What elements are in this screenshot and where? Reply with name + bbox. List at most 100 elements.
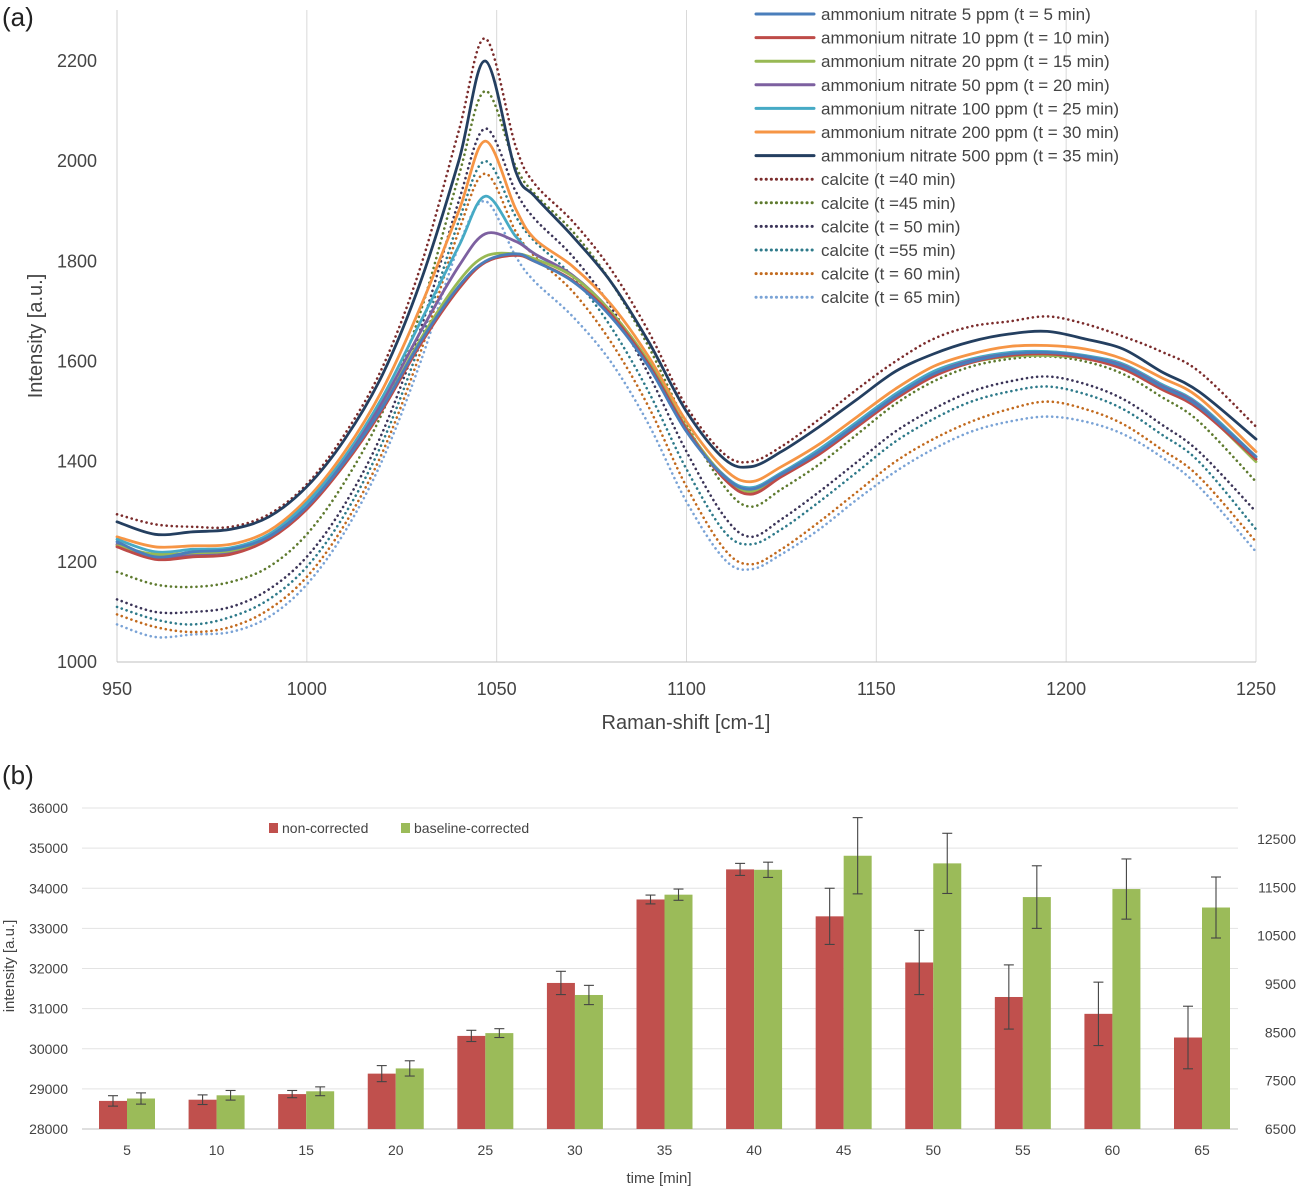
panel-b-x-tick-label: 50 <box>925 1142 941 1158</box>
panel-b-y-axis-title: intensity [a.u.] <box>1 920 18 1013</box>
panel-a-y-tick-label: 1200 <box>57 552 97 572</box>
panel-b-bar-non-corrected <box>457 1035 486 1129</box>
panel-a-legend-label: ammonium nitrate 100 ppm (t = 25 min) <box>821 99 1119 118</box>
panel-b-x-axis-title: time [min] <box>626 1170 691 1187</box>
panel-a-x-tick-label: 1050 <box>477 679 517 699</box>
panel-b-bar-baseline-corrected <box>1112 889 1141 1129</box>
panel-b-error-bars <box>108 817 1221 1107</box>
panel-a-legend-label: calcite (t =55 min) <box>821 241 956 260</box>
panel-b-y-right-tick-label: 12500 <box>1257 831 1296 847</box>
panel-a-y-axis-title: Intensity [a.u.] <box>25 274 47 399</box>
panel-b-y-tick-label: 30000 <box>29 1041 68 1057</box>
panel-b-bar-non-corrected <box>636 899 665 1129</box>
panel-a-tick-labels: 950 1000 1050 1100 1150 1200 12501000120014001… <box>57 51 1276 699</box>
panel-a-y-tick-label: 1400 <box>57 452 97 472</box>
panel-a-x-tick-label: 1250 <box>1236 679 1276 699</box>
panel-a-legend-label: ammonium nitrate 10 ppm (t = 10 min) <box>821 29 1110 48</box>
panel-a-x-tick-label: 950 <box>102 679 132 699</box>
panel-b-y-tick-label: 34000 <box>29 880 68 896</box>
panel-a-gridlines <box>116 10 1257 663</box>
panel-b-bar-baseline-corrected <box>843 855 872 1129</box>
panel-a-y-tick-label: 1800 <box>57 251 97 271</box>
panel-b-y-tick-label: 29000 <box>29 1081 68 1097</box>
panel-a-legend-label: ammonium nitrate 50 ppm (t = 20 min) <box>821 76 1110 95</box>
panel-a-legend-label: ammonium nitrate 5 ppm (t = 5 min) <box>821 5 1091 24</box>
panel-b-bar-chart: (b) 28000 29000 30000 31000 32000 33000 34000 3… <box>1 760 1296 1187</box>
panel-b-x-tick-label: 45 <box>836 1142 852 1158</box>
panel-a-legend-label: ammonium nitrate 500 ppm (t = 35 min) <box>821 147 1119 166</box>
panel-a-x-axis-title: Raman-shift [cm-1] <box>602 712 771 734</box>
panel-a-x-tick-label: 1150 <box>857 679 896 699</box>
panel-a-legend: ammonium nitrate 5 ppm (t = 5 min) ammoni… <box>754 5 1119 307</box>
panel-b-bar-baseline-corrected <box>574 994 603 1129</box>
panel-b-x-tick-label: 15 <box>298 1142 314 1158</box>
panel-a-series-line-calcite-t-60-min <box>115 172 1258 634</box>
panel-b-bar-baseline-corrected <box>664 894 693 1129</box>
panel-b-y-right-tick-label: 7500 <box>1265 1073 1296 1089</box>
panel-b-x-tick-label: 10 <box>209 1142 225 1158</box>
panel-b-bar-baseline-corrected <box>485 1033 514 1129</box>
panel-b-bars <box>99 855 1230 1129</box>
panel-a-raman-spectra: (a) 950 1000 1050 1100 1150 1200 1250100012001… <box>2 2 1276 734</box>
panel-b-bar-baseline-corrected <box>754 869 783 1129</box>
panel-b-x-tick-label: 35 <box>657 1142 673 1158</box>
panel-b-tick-labels: 28000 29000 30000 31000 32000 33000 34000 35000… <box>29 800 1296 1158</box>
panel-b-legend: non-corrected baseline-corrected <box>269 820 529 836</box>
panel-b-x-tick-label: 40 <box>746 1142 762 1158</box>
panel-b-label: (b) <box>2 760 34 790</box>
panel-a-series-line-calcite-t-45-min <box>115 89 1258 589</box>
panel-b-x-tick-label: 65 <box>1194 1142 1210 1158</box>
panel-b-bar-non-corrected <box>815 916 844 1129</box>
panel-b-y-tick-label: 32000 <box>29 961 68 977</box>
panel-b-legend-swatch <box>401 823 410 833</box>
panel-b-y-right-tick-label: 11500 <box>1258 879 1296 895</box>
panel-a-series-line-calcite-t-65-min <box>115 199 1258 639</box>
panel-b-y-right-tick-label: 9500 <box>1265 976 1296 992</box>
panel-b-y-right-tick-label: 6500 <box>1265 1121 1296 1137</box>
panel-a-label: (a) <box>2 2 34 32</box>
panel-a-legend-label: calcite (t = 65 min) <box>821 288 960 307</box>
panel-b-bar-non-corrected <box>278 1094 307 1129</box>
panel-a-legend-label: ammonium nitrate 200 ppm (t = 30 min) <box>821 123 1119 142</box>
panel-b-bar-non-corrected <box>546 982 575 1129</box>
panel-b-x-tick-label: 55 <box>1015 1142 1031 1158</box>
panel-a-legend-label: ammonium nitrate 20 ppm (t = 15 min) <box>821 52 1110 71</box>
panel-a-series-line-ammonium-nitrate-200-ppm-t-30-min <box>115 139 1258 549</box>
panel-a-legend-label: calcite (t = 50 min) <box>821 217 960 236</box>
panel-b-bar-non-corrected <box>726 869 755 1129</box>
panel-b-x-tick-label: 60 <box>1105 1142 1121 1158</box>
panel-b-y-tick-label: 35000 <box>29 840 68 856</box>
panel-a-legend-label: calcite (t =45 min) <box>821 194 956 213</box>
panel-a-series-line-calcite-t-55-min <box>115 159 1258 626</box>
panel-b-y-right-tick-label: 8500 <box>1265 1024 1296 1040</box>
panel-a-x-tick-label: 1000 <box>287 679 327 699</box>
panel-b-x-tick-label: 20 <box>388 1142 404 1158</box>
panel-a-series-lines <box>115 37 1258 639</box>
panel-a-x-tick-label: 1200 <box>1046 679 1086 699</box>
panel-b-x-tick-label: 25 <box>478 1142 494 1158</box>
panel-b-legend-label: non-corrected <box>282 820 368 836</box>
panel-a-x-tick-label: 1100 <box>667 679 706 699</box>
panel-b-y-tick-label: 31000 <box>29 1001 68 1017</box>
panel-b-legend-swatch <box>269 823 278 833</box>
panel-b-bar-baseline-corrected <box>1202 907 1230 1129</box>
panel-b-y-tick-label: 36000 <box>29 800 68 816</box>
panel-a-series-line-calcite-t-50-min <box>115 127 1258 615</box>
panel-b-bar-baseline-corrected <box>306 1091 335 1129</box>
panel-b-legend-label: baseline-corrected <box>414 820 529 836</box>
panel-a-legend-label: calcite (t =40 min) <box>821 170 956 189</box>
panel-b-x-tick-label: 30 <box>567 1142 583 1158</box>
panel-b-y-right-tick-label: 10500 <box>1257 928 1296 944</box>
panel-a-series-line-ammonium-nitrate-500-ppm-t-35-min <box>115 59 1258 537</box>
panel-a-y-tick-label: 2000 <box>57 151 97 171</box>
panel-a-series-line-ammonium-nitrate-5-ppm-t-5-min <box>115 252 1258 559</box>
panel-b-x-tick-label: 5 <box>123 1142 131 1158</box>
panel-a-y-tick-label: 2200 <box>57 51 97 71</box>
panel-b-bar-baseline-corrected <box>1022 897 1051 1129</box>
panel-b-bar-non-corrected <box>367 1073 396 1129</box>
panel-b-bar-baseline-corrected <box>933 863 962 1129</box>
panel-a-y-tick-label: 1600 <box>57 352 97 372</box>
panel-b-bar-baseline-corrected <box>216 1095 245 1129</box>
panel-b-bar-baseline-corrected <box>395 1068 424 1129</box>
